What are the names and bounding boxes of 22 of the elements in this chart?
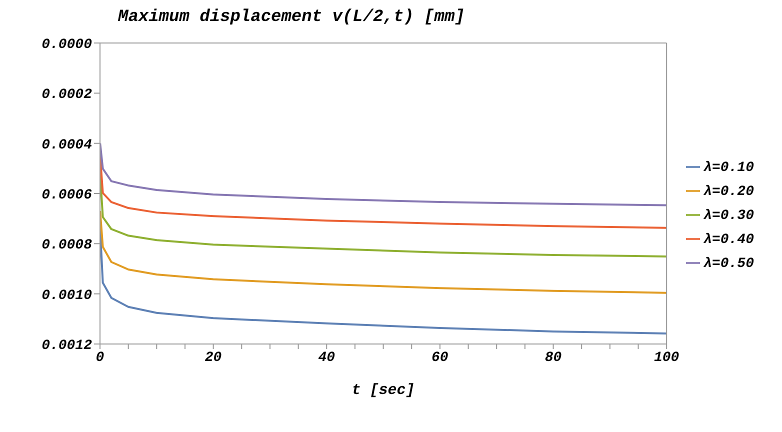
legend-label: λ=0.50 bbox=[704, 256, 754, 272]
line-series bbox=[100, 210, 667, 294]
y-tick-label: 0.0006 bbox=[42, 187, 93, 204]
x-axis-title: t [sec] bbox=[352, 382, 415, 399]
x-tick-label: 100 bbox=[654, 350, 680, 366]
x-tick-label: 20 bbox=[204, 350, 222, 366]
x-tick-label: 80 bbox=[544, 350, 562, 366]
y-tick-label: 0.0008 bbox=[42, 238, 93, 254]
y-tick-label: 0.0012 bbox=[42, 338, 93, 354]
legend-label: λ=0.20 bbox=[704, 184, 754, 200]
x-tick-label: 40 bbox=[318, 350, 336, 366]
x-tick-label: 60 bbox=[432, 350, 448, 366]
y-tick-label: 0.0002 bbox=[42, 87, 93, 104]
legend-label: λ=0.30 bbox=[704, 208, 754, 224]
legend-label: λ=0.40 bbox=[704, 232, 754, 248]
y-tick-label: 0.0004 bbox=[42, 137, 92, 154]
y-tick-label: 0.0010 bbox=[42, 288, 92, 304]
line-series bbox=[100, 142, 667, 206]
legend-label: λ=0.10 bbox=[704, 160, 754, 176]
y-tick-label: 0.0000 bbox=[42, 36, 92, 53]
x-tick-label: 0 bbox=[96, 350, 104, 366]
chart-title: Maximum displacement v(L/2,t) [mm] bbox=[118, 8, 465, 27]
